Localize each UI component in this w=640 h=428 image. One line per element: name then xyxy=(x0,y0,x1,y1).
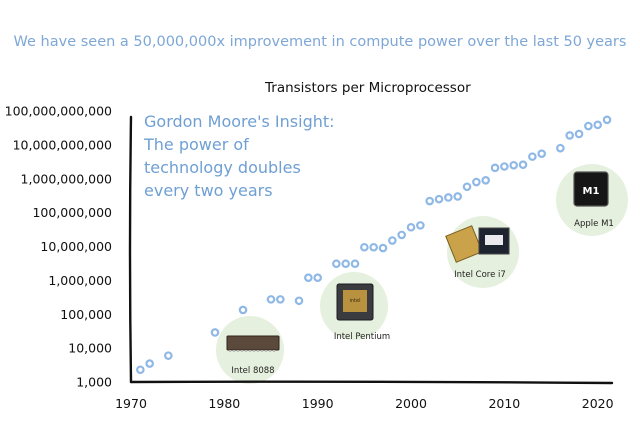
data-point xyxy=(406,222,416,232)
chip-label: Apple M1 xyxy=(574,219,614,229)
data-point xyxy=(509,160,518,170)
chip-callout-intel-pentium: intel Intel Pentium xyxy=(320,272,390,342)
data-point xyxy=(425,196,434,206)
data-point xyxy=(145,359,154,368)
insight-line: Gordon Moore's Insight: xyxy=(144,112,335,131)
data-point xyxy=(593,120,603,130)
data-point xyxy=(556,143,565,153)
data-point xyxy=(472,177,481,187)
chip-label: Intel Pentium xyxy=(334,332,390,342)
chip-label: Intel 8088 xyxy=(231,366,274,376)
data-point xyxy=(574,129,584,139)
y-axis-line xyxy=(128,115,133,384)
data-points xyxy=(136,115,612,375)
data-point xyxy=(369,242,378,252)
data-point xyxy=(500,162,509,171)
data-point xyxy=(294,296,304,306)
data-point xyxy=(276,295,285,304)
intel-pentium-chip-icon: intel xyxy=(336,283,374,321)
x-axis-line xyxy=(129,380,614,385)
chip-text: M1 xyxy=(583,186,600,197)
data-point xyxy=(313,273,322,282)
insight-line: technology doubles xyxy=(144,158,301,177)
y-tick-label: 100,000,000 xyxy=(32,205,112,220)
y-tick-label: 1,000,000 xyxy=(48,273,112,288)
data-point xyxy=(528,152,537,161)
y-tick-label: 10,000,000,000 xyxy=(13,137,112,152)
y-tick-labels: 1,000 10,000 100,000 1,000,000 10,000,000 100… xyxy=(5,104,112,390)
x-tick-label: 1970 xyxy=(115,396,147,411)
data-point xyxy=(304,273,313,282)
data-point xyxy=(481,176,490,185)
data-point xyxy=(602,115,612,125)
y-tick-label: 100,000,000,000 xyxy=(5,104,112,119)
intel-core-i7-chip-icon xyxy=(445,225,510,263)
data-point xyxy=(210,328,220,337)
data-point xyxy=(453,192,462,201)
data-point xyxy=(332,259,341,269)
data-point xyxy=(584,121,593,131)
chip-label: Intel Core i7 xyxy=(454,270,506,280)
x-tick-label: 2000 xyxy=(395,396,427,411)
x-tick-label: 1980 xyxy=(208,396,240,411)
data-point xyxy=(444,193,453,202)
data-point xyxy=(490,163,500,173)
y-tick-label: 1,000 xyxy=(76,375,112,390)
data-point xyxy=(266,295,276,304)
x-tick-label: 1990 xyxy=(302,396,334,411)
insight-note: Gordon Moore's Insight: The power of tec… xyxy=(144,110,374,202)
data-point xyxy=(350,259,360,269)
data-point xyxy=(136,365,145,375)
data-point xyxy=(341,259,350,269)
x-tick-label: 2010 xyxy=(488,396,520,411)
apple-m1-chip-icon: M1 xyxy=(573,171,609,207)
intel-8088-chip-icon xyxy=(226,335,280,352)
y-tick-label: 100,000 xyxy=(60,307,112,322)
chip-callout-intel-8088: Intel 8088 xyxy=(216,316,284,384)
data-point xyxy=(238,305,248,315)
headline: We have seen a 50,000,000x improvement i… xyxy=(13,34,627,50)
data-point xyxy=(462,182,472,192)
y-tick-label: 10,000 xyxy=(68,341,112,356)
data-point xyxy=(518,160,528,169)
data-point xyxy=(397,230,406,240)
data-point xyxy=(416,221,425,230)
svg-text:intel: intel xyxy=(350,298,361,304)
data-point xyxy=(537,149,546,158)
y-tick-label: 1,000,000,000 xyxy=(21,171,112,186)
chip-callout-intel-core-i7: Intel Core i7 xyxy=(445,216,519,288)
data-point xyxy=(388,236,397,245)
x-tick-labels: 1970 1980 1990 2000 2010 2020 xyxy=(115,396,614,411)
data-point xyxy=(164,351,173,360)
chart-title: Transistors per Microprocessor xyxy=(265,80,471,96)
insight-line: every two years xyxy=(144,181,273,200)
x-tick-label: 2020 xyxy=(582,396,614,411)
y-tick-label: 10,000,000 xyxy=(40,239,112,254)
data-point xyxy=(565,131,574,140)
data-point xyxy=(378,243,388,253)
chip-callout-apple-m1: M1 Apple M1 xyxy=(556,164,628,236)
insight-line: The power of xyxy=(144,135,249,154)
data-point xyxy=(360,242,369,252)
data-point xyxy=(434,194,444,204)
